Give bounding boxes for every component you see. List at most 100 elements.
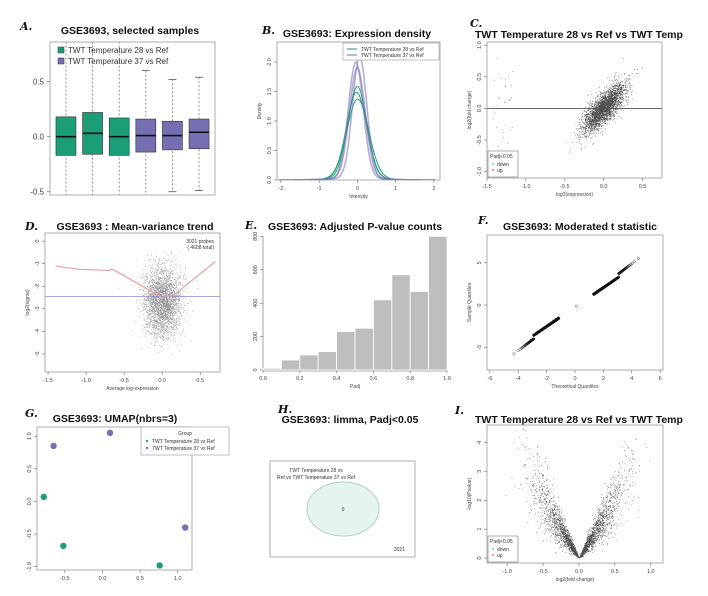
density-line	[278, 91, 435, 180]
panel-H: H.GSE3693: limma, Padj<0.05 TWT Temperatu…	[269, 403, 419, 558]
x-tick-label: -1	[317, 186, 322, 192]
panel-title: GSE3693: limma, Padj<0.05	[282, 414, 419, 426]
x-tick-label: -1.5	[43, 378, 52, 384]
plot-area	[512, 257, 640, 356]
legend-swatch	[57, 46, 65, 54]
legend-title: Padj<0.05	[490, 539, 513, 545]
x-tick-label: 0.8	[406, 376, 414, 382]
legend-marker	[492, 163, 494, 165]
legend-box	[140, 426, 230, 456]
panel-label: I.	[454, 404, 464, 417]
density-line	[278, 86, 435, 180]
density-line	[278, 61, 435, 180]
x-axis-label: log2(fold change)	[556, 577, 595, 583]
y-tick-label: 2	[477, 499, 483, 502]
y-tick-label: 2.0	[267, 58, 273, 66]
histogram-bar	[354, 327, 374, 371]
histogram-bar	[336, 331, 356, 371]
plot-frame	[36, 426, 193, 571]
panel-label: G.	[25, 407, 38, 420]
legend-title: Group	[178, 431, 192, 437]
x-tick-label: 1	[394, 186, 397, 192]
y-tick-label: -2	[35, 284, 41, 289]
histogram-bar	[409, 291, 430, 371]
x-tick-label: 6	[659, 376, 662, 382]
y-tick-label: 0	[477, 557, 483, 560]
plot-area	[487, 57, 662, 167]
y-axis-label: -log10(Pvalue)	[467, 477, 473, 510]
umap-point	[50, 442, 57, 450]
plot-frame	[276, 41, 441, 181]
x-tick-label: 0.5	[611, 569, 619, 575]
x-axis-label: Padj	[350, 384, 360, 390]
histogram-bar	[391, 274, 411, 371]
legend-entry: TWT Temperature 37 vs Ref	[361, 53, 424, 59]
histogram-bar	[280, 359, 301, 371]
x-tick-label: 0.4	[333, 376, 341, 382]
plot-frame	[486, 41, 663, 179]
y-tick-label: 1.0	[267, 117, 273, 125]
y-tick-label: 4	[477, 441, 483, 444]
plot-area	[55, 42, 210, 195]
y-axis-label: log2(fold change)	[467, 90, 473, 129]
umap-point	[182, 524, 189, 531]
legend-marker	[492, 169, 494, 171]
venn-set-label: Ref vs TWT Temperature 37 vs Ref	[277, 475, 356, 481]
histogram-bar	[372, 299, 393, 371]
legend-title: Padj<0.05	[490, 154, 513, 160]
y-tick-label: 0	[253, 368, 259, 371]
x-tick-label: -0.5	[60, 576, 69, 582]
panel-A: A. GSE3693, selected samples -0.5 0.0 0.5 TWT…	[19, 20, 216, 197]
panel-title: GSE3693 : Mean-variance trend	[57, 221, 214, 233]
panel-label: F.	[477, 214, 489, 227]
trend-line	[55, 260, 216, 299]
x-tick-label: -0.5	[119, 378, 128, 384]
panel-C: C.TWT Temperature 28 vs Ref vs TWT Temp -…	[467, 17, 683, 198]
panel-title: GSE3693, selected samples	[61, 25, 199, 37]
umap-point	[156, 562, 163, 569]
y-tick-label: 200	[253, 332, 259, 341]
y-tick-label: 0	[35, 240, 41, 243]
histogram-bar	[428, 235, 448, 371]
y-tick-label: 5	[477, 261, 483, 264]
x-tick-label: -1.0	[502, 569, 511, 575]
panel-title: GSE3693: Moderated t statistic	[503, 221, 657, 233]
density-line	[278, 98, 435, 180]
y-tick-label: 0.5	[267, 147, 273, 155]
legend-marker	[492, 548, 494, 550]
x-tick-label: 1.0	[174, 576, 182, 582]
probe-count-annotation: ( 4608 total)	[187, 245, 214, 251]
y-tick-label: -3	[35, 306, 41, 311]
scatter-points	[118, 250, 198, 355]
qq-points	[512, 257, 640, 356]
y-tick-label: 3	[477, 470, 483, 473]
y-tick-label: 600	[253, 265, 259, 274]
x-tick-label: 2	[602, 376, 605, 382]
legend-entry: TWT Temperature 37 vs Ref	[68, 57, 169, 66]
x-tick-label: 0.6	[370, 376, 378, 382]
umap-point	[40, 493, 47, 501]
y-tick-label: -1.0	[27, 562, 33, 571]
panel-I: I. TWT Temperature 28 vs Ref vs TWT Temp 0…	[454, 404, 683, 583]
x-tick-label: -0.5	[560, 184, 569, 190]
x-tick-label: 4	[630, 376, 633, 382]
x-tick-label: -2	[544, 376, 549, 382]
x-tick-label: 0.0	[575, 569, 583, 575]
y-axis-label: Sample Quantiles	[467, 282, 473, 322]
x-tick-label: -2	[278, 186, 283, 192]
y-axis-label: Density	[257, 102, 263, 119]
histogram-bar	[299, 354, 319, 371]
plot-frame	[486, 234, 664, 371]
x-axis-label: log2(expression)	[556, 192, 593, 198]
y-tick-label: 0.5	[27, 465, 33, 473]
legend-entry: down	[497, 162, 509, 168]
y-tick-label: 0.0	[33, 133, 45, 142]
x-tick-label: 0.5	[639, 184, 647, 190]
x-tick-label: -6	[487, 376, 492, 382]
panel-label: C.	[470, 17, 483, 30]
x-tick-label: -0.5	[538, 569, 547, 575]
y-tick-label: -0.5	[477, 135, 483, 144]
x-tick-label: 0.5	[136, 576, 144, 582]
umap-point	[106, 429, 114, 437]
